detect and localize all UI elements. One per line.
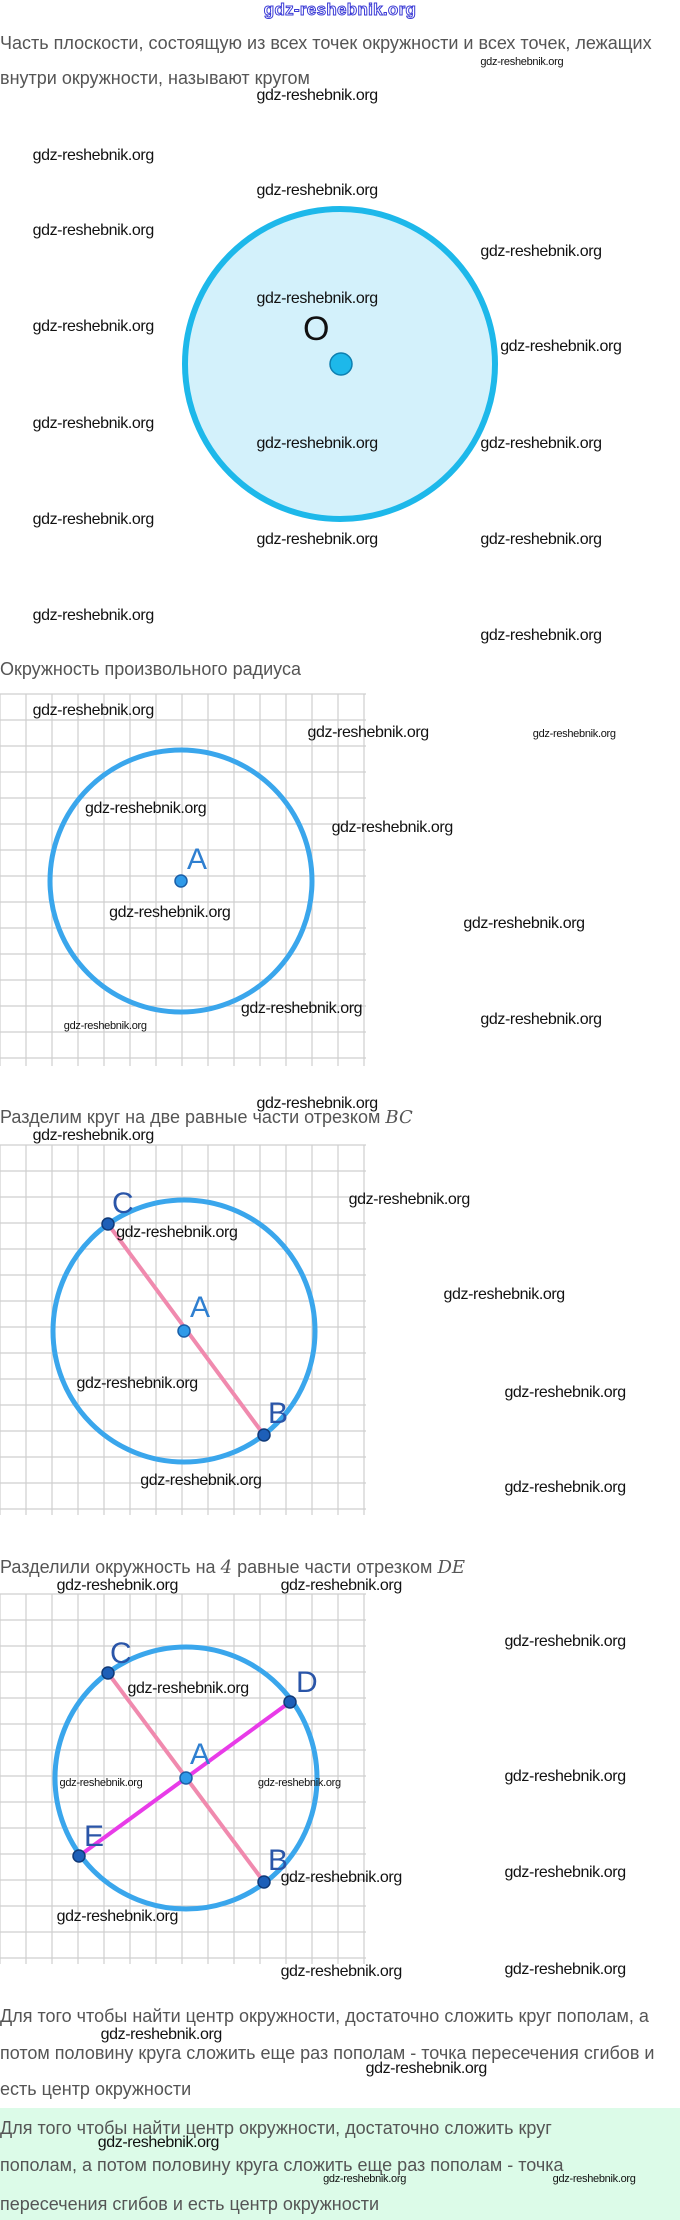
point-d [283,1695,297,1709]
watermark: gdz-reshebnik.org [443,1286,566,1304]
watermark: gdz-reshebnik.org [331,818,454,836]
math-bc: BC [385,1107,413,1128]
label-b: B [268,1844,288,1877]
watermark: gdz-reshebnik.org [256,182,378,200]
watermark: gdz-reshebnik.org [56,1576,179,1594]
label-b: B [268,1397,288,1430]
label-e: E [84,1820,104,1853]
watermark: gdz-reshebnik.org [256,434,378,452]
watermark: gdz-reshebnik.org [76,1375,199,1393]
point-b [257,1428,271,1442]
definition-line-2: внутри окружности, называют кругом [0,68,310,88]
definition-line-1: Часть плоскости, состоящую из всех точек… [0,33,652,53]
point-c [101,1217,115,1231]
watermark: gdz-reshebnik.org [532,728,616,740]
math-de: DE [437,1557,466,1578]
watermark: gdz-reshebnik.org [463,914,585,932]
circle [47,747,315,1015]
watermark: gdz-reshebnik.org [504,1633,626,1651]
answer-line-3: пересечения сгибов и есть центр окружнос… [0,2194,380,2214]
watermark: gdz-reshebnik.org [500,338,622,356]
point-a [179,1771,193,1785]
watermark: gdz-reshebnik.org [32,1127,155,1145]
grid-figure-2: A C B [0,1144,366,1515]
watermark: gdz-reshebnik.org [280,1963,403,1981]
watermark: gdz-reshebnik.org [504,1383,626,1401]
label-a: A [190,1291,210,1324]
watermark: gdz-reshebnik.org [32,318,155,336]
watermark: gdz-reshebnik.org [256,530,378,548]
watermark: gdz-reshebnik.org [56,1908,179,1926]
caption-de-text-a: Разделили окружность на [0,1557,216,1577]
point-b [257,1875,271,1889]
watermark: gdz-reshebnik.org [480,243,602,261]
label-c: C [110,1637,132,1670]
watermark: gdz-reshebnik.org [504,1960,626,1978]
center-point [329,352,353,376]
explanation-line-1: Для того чтобы найти центр окружности, д… [0,2006,649,2026]
watermark: gdz-reshebnik.org [32,414,155,432]
point-c [101,1666,115,1680]
watermark: gdz-reshebnik.org [480,1011,602,1029]
circle-figure: O [182,206,498,522]
label-c: C [112,1187,134,1220]
explanation-line-2: потом половину круга сложить еще раз поп… [0,2043,655,2063]
watermark: gdz-reshebnik.org [32,607,155,625]
watermark: gdz-reshebnik.org [127,1680,250,1698]
caption-arbitrary-radius: Окружность произвольного радиуса [0,659,301,679]
grid-figure-3: A C B D E [0,1593,366,1964]
math-4: 4 [220,1557,233,1578]
watermark: gdz-reshebnik.org [480,434,602,452]
watermark: gdz-reshebnik.org [140,1471,262,1489]
watermark: gdz-reshebnik.org [63,1019,147,1032]
watermark: gdz-reshebnik.org [240,999,363,1017]
watermark: gdz-reshebnik.org [97,2133,220,2151]
watermark: gdz-reshebnik.org [256,87,378,105]
watermark: gdz-reshebnik.org [100,2025,223,2043]
caption-de-text-b: равные части отрезком [237,1557,433,1577]
label-d: D [296,1666,318,1699]
watermark: gdz-reshebnik.org [480,56,564,69]
grid-figure-1: A [0,693,366,1066]
watermark: gdz-reshebnik.org [256,1094,378,1112]
watermark: gdz-reshebnik.org [256,289,378,307]
answer-box [0,2108,680,2220]
watermark: gdz-reshebnik.org [32,146,155,164]
point-a [177,1324,191,1338]
circle [52,1644,320,1912]
answer-line-1: Для того чтобы найти центр окружности, д… [0,2118,552,2138]
watermark: gdz-reshebnik.org [59,1776,143,1789]
watermark: gdz-reshebnik.org [257,1776,341,1789]
watermark: gdz-reshebnik.org [109,903,231,921]
answer-line-2: пополам, а потом половину круга сложить … [0,2155,564,2175]
point-a [174,874,188,888]
watermark: gdz-reshebnik.org [32,511,155,529]
watermark: gdz-reshebnik.org [504,1478,626,1496]
watermark: gdz-reshebnik.org [552,2173,636,2186]
watermark: gdz-reshebnik.org [280,1576,403,1594]
watermark: gdz-reshebnik.org [504,1767,626,1785]
watermark: gdz-reshebnik.org [32,221,155,239]
watermark: gdz-reshebnik.org [348,1191,471,1209]
watermark: gdz-reshebnik.org [504,1864,626,1882]
watermark: gdz-reshebnik.org [32,702,155,720]
watermark: gdz-reshebnik.org [480,627,602,645]
watermark: gdz-reshebnik.org [116,1223,238,1241]
watermark: gdz-reshebnik.org [280,1868,403,1886]
label-a: A [190,1738,210,1771]
center-label: O [303,310,329,348]
watermark: gdz-reshebnik.org [323,2173,407,2186]
circle [50,1197,318,1465]
caption-bc: Разделим круг на две равные части отрезк… [0,1106,413,1129]
caption-de: Разделили окружность на 4 равные части о… [0,1556,465,1579]
label-a: A [187,843,207,876]
caption-bc-text: Разделим круг на две равные части отрезк… [0,1107,381,1127]
site-watermark-header: gdz-reshebnik.org [263,0,417,20]
watermark: gdz-reshebnik.org [85,800,207,818]
watermark: gdz-reshebnik.org [307,723,429,741]
watermark: gdz-reshebnik.org [480,530,602,548]
explanation-line-3: есть центр окружности [0,2079,192,2099]
watermark: gdz-reshebnik.org [365,2059,488,2077]
point-e [72,1849,86,1863]
